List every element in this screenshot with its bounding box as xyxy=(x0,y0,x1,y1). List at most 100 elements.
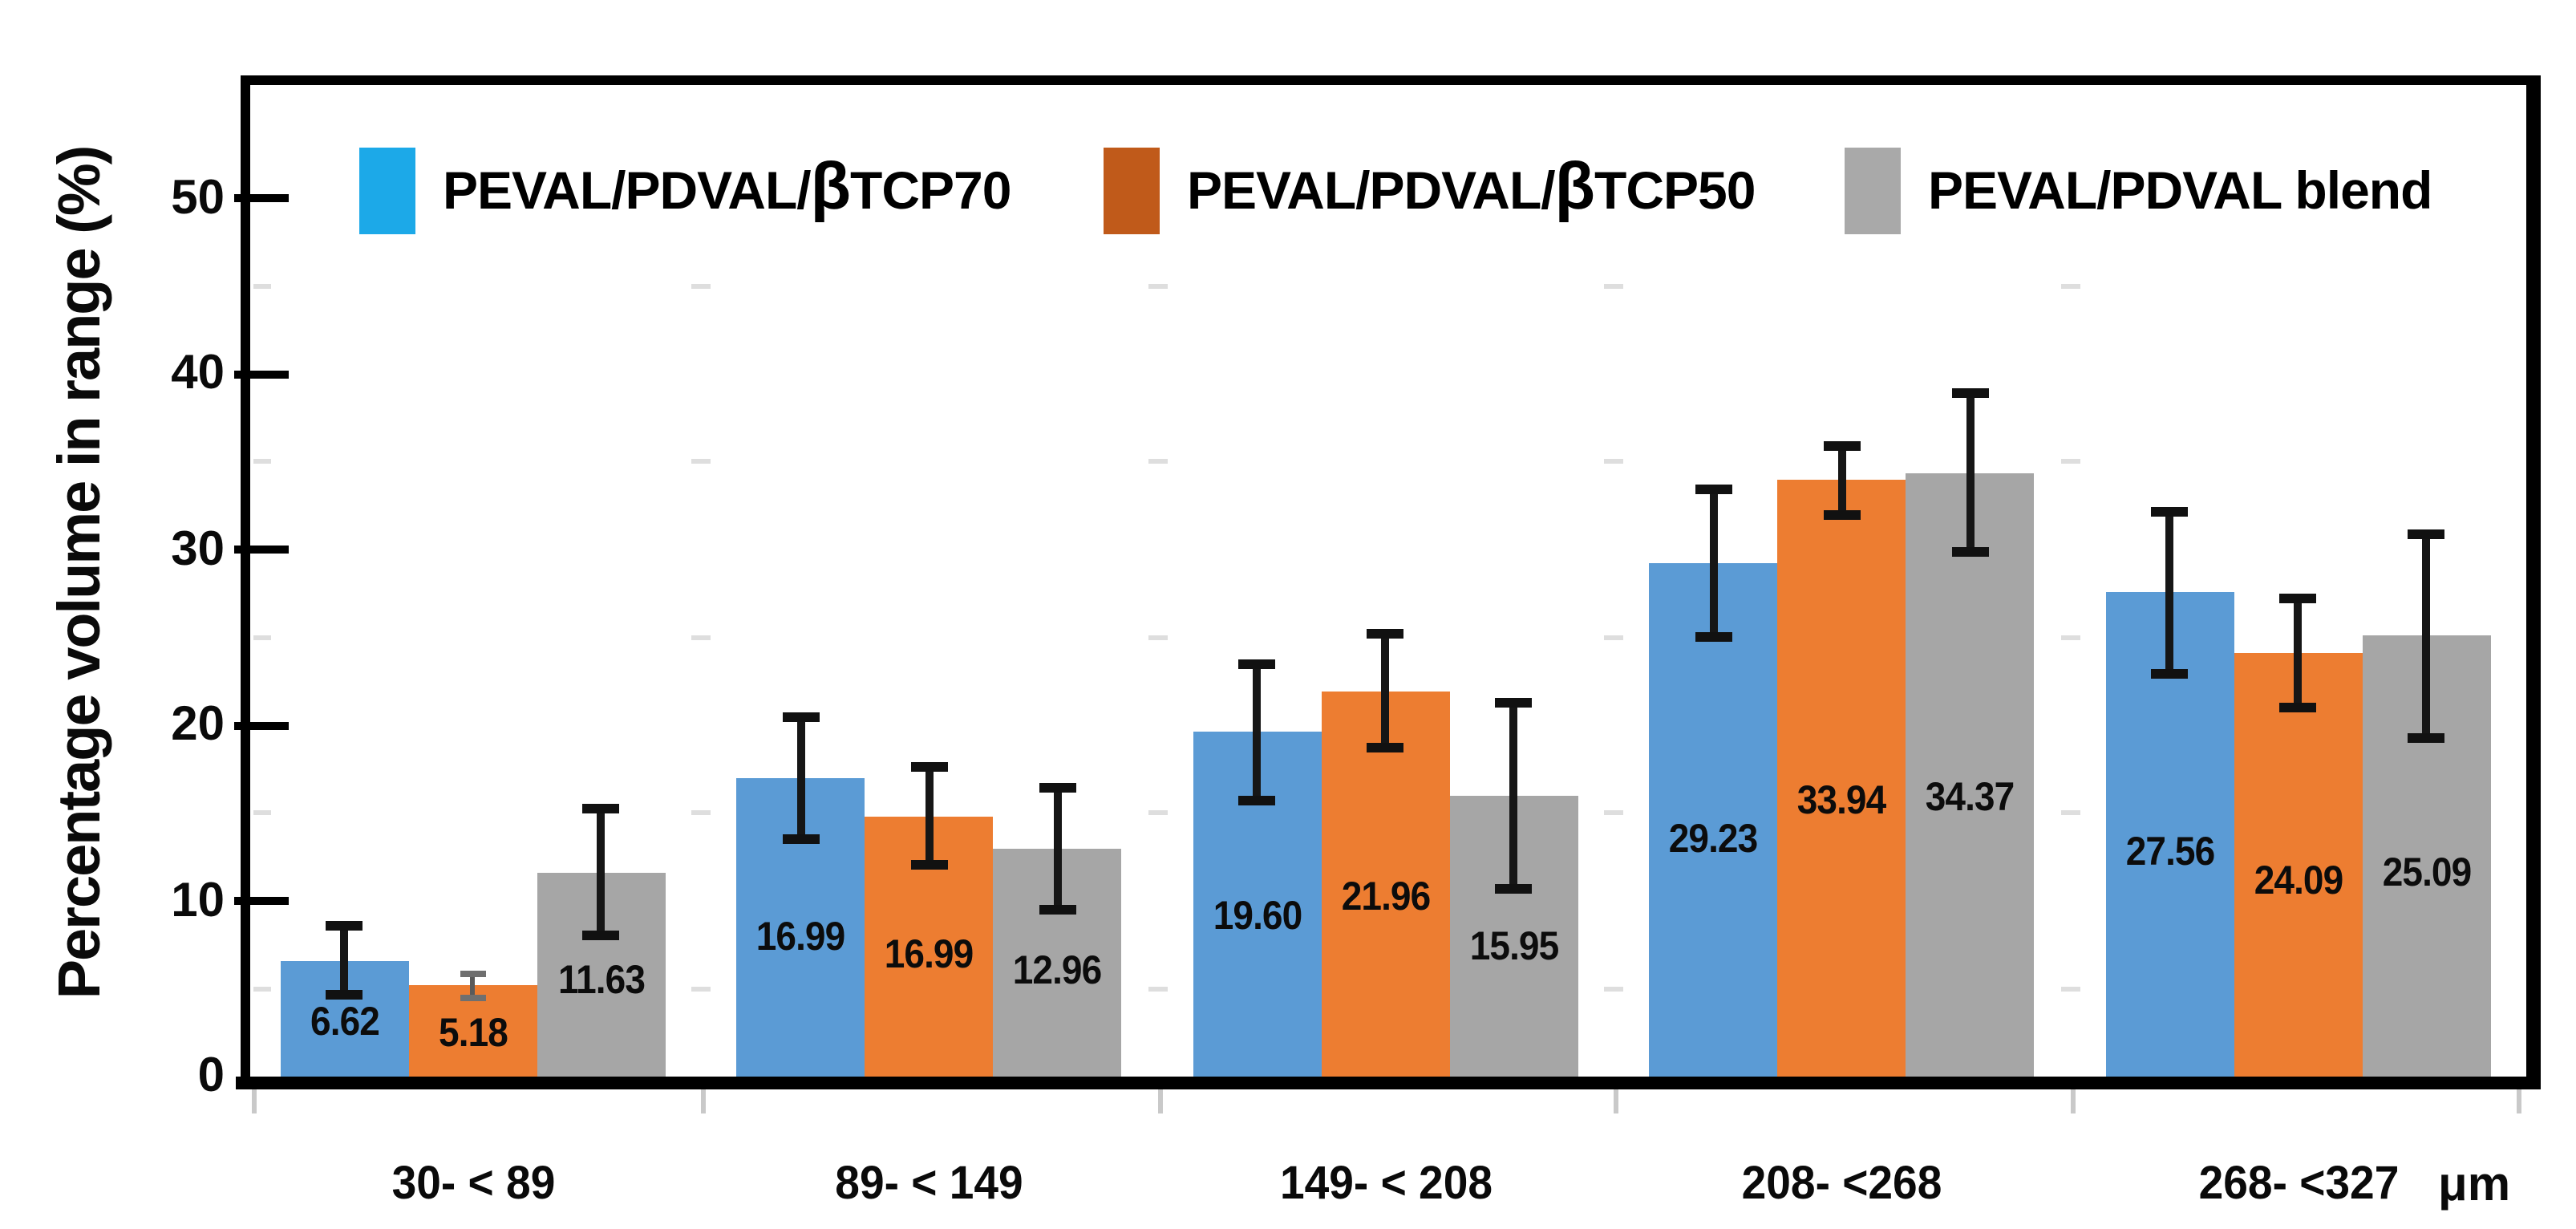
gridline-remnant-dash xyxy=(2060,635,2080,640)
bar-value-label: 16.99 xyxy=(756,915,845,960)
x-category-label: 89- < 149 xyxy=(835,1158,1023,1210)
error-bar-cap-top xyxy=(1039,782,1076,793)
error-bar-line xyxy=(1053,787,1062,911)
error-bar-cap-bottom xyxy=(1823,509,1861,520)
bar-value-label: 19.60 xyxy=(1213,894,1302,939)
gridline-remnant-dash xyxy=(1148,986,1167,992)
error-bar-cap-bottom xyxy=(782,834,820,845)
y-tick-label: 40 xyxy=(171,347,225,400)
error-bar-cap-bottom xyxy=(1495,884,1533,894)
y-major-tick xyxy=(234,370,289,378)
gridline-remnant-dash xyxy=(1148,459,1167,464)
bar xyxy=(1321,691,1450,1077)
category-boundary-tick xyxy=(252,1089,257,1113)
error-bar-cap-bottom xyxy=(326,990,363,1000)
bar-value-label: 12.96 xyxy=(1013,947,1102,993)
error-bar-line xyxy=(597,809,606,936)
gridline-remnant-dash xyxy=(691,986,711,992)
error-bar-line xyxy=(2422,533,2431,738)
y-major-tick xyxy=(234,897,289,905)
bar-value-label: 16.99 xyxy=(885,932,974,978)
y-tick-label: 10 xyxy=(171,874,225,927)
x-category-label: 208- <268 xyxy=(1741,1158,1942,1210)
gridline-remnant-dash xyxy=(1604,986,1623,992)
x-category-label: 30- < 89 xyxy=(391,1158,555,1210)
bar-value-label: 6.62 xyxy=(310,999,380,1044)
error-bar-cap-bottom xyxy=(2408,732,2445,743)
error-bar-line xyxy=(2165,511,2174,674)
error-bar-cap-top xyxy=(582,804,620,814)
error-bar-cap-bottom xyxy=(1367,742,1404,752)
bar-value-label: 24.09 xyxy=(2254,858,2343,903)
bar xyxy=(1777,480,1906,1077)
error-bar-cap-top xyxy=(460,970,486,977)
error-bar-cap-bottom xyxy=(582,931,620,941)
error-bar-cap-bottom xyxy=(2279,703,2317,713)
gridline-remnant-dash xyxy=(2060,283,2080,289)
gridline-remnant-dash xyxy=(1148,810,1167,816)
gridline-remnant-dash xyxy=(1148,635,1167,640)
legend-label: PEVAL/PDVAL blend xyxy=(1928,160,2432,220)
legend-swatch xyxy=(359,148,415,234)
error-bar-cap-bottom xyxy=(910,860,948,870)
y-major-tick xyxy=(234,546,289,554)
gridline-remnant-dash xyxy=(691,459,711,464)
bar xyxy=(1649,562,1778,1077)
error-bar-cap-top xyxy=(782,712,820,722)
error-bar-line xyxy=(1966,393,1975,552)
error-bar-cap-top xyxy=(910,761,948,772)
error-bar-cap-top xyxy=(1367,629,1404,639)
bar-value-label: 21.96 xyxy=(1341,874,1430,920)
error-bar-line xyxy=(1381,634,1390,748)
y-major-tick xyxy=(234,194,289,202)
error-bar-cap-top xyxy=(2279,594,2317,604)
error-bar-line xyxy=(1253,663,1262,801)
gridline-remnant-dash xyxy=(1604,459,1623,464)
y-minor-tick xyxy=(253,635,271,640)
y-minor-tick xyxy=(253,986,271,992)
error-bar-cap-top xyxy=(1951,388,1989,399)
error-bar-cap-bottom xyxy=(1238,796,1276,806)
bar-value-label: 15.95 xyxy=(1469,923,1558,969)
error-bar-line xyxy=(1837,446,1846,515)
bar-value-label: 34.37 xyxy=(1926,774,2015,820)
error-bar-line xyxy=(925,766,934,866)
error-bar-cap-bottom xyxy=(1039,905,1076,915)
x-axis-line xyxy=(236,1077,2541,1089)
y-minor-tick xyxy=(253,810,271,816)
legend-swatch xyxy=(1845,148,1901,234)
gridline-remnant-dash xyxy=(1604,810,1623,816)
bar-value-label: 11.63 xyxy=(557,958,646,1004)
y-minor-tick xyxy=(253,459,271,464)
legend-label: PEVAL/PDVAL/βTCP50 xyxy=(1187,149,1756,223)
y-tick-label: 50 xyxy=(171,171,225,224)
bar xyxy=(2234,653,2363,1077)
category-boundary-tick xyxy=(701,1089,706,1113)
gridline-remnant-dash xyxy=(2060,986,2080,992)
plot-border-top xyxy=(241,75,2541,85)
category-boundary-tick xyxy=(2517,1089,2521,1113)
bar-value-label: 5.18 xyxy=(438,1010,508,1056)
legend-swatch xyxy=(1104,148,1160,234)
error-bar-cap-top xyxy=(326,920,363,931)
bar-value-label: 33.94 xyxy=(1797,778,1886,824)
legend-item: PEVAL/PDVAL blend xyxy=(1845,148,2432,234)
gridline-remnant-dash xyxy=(2060,459,2080,464)
bar-value-label: 29.23 xyxy=(1669,816,1758,862)
plot-border-left xyxy=(241,75,250,1089)
error-bar-line xyxy=(1509,703,1518,890)
error-bar-cap-bottom xyxy=(1695,631,1732,642)
gridline-remnant-dash xyxy=(2060,810,2080,816)
x-axis-unit-label: μm xyxy=(2438,1158,2511,1211)
y-major-tick xyxy=(234,721,289,729)
y-tick-label: 30 xyxy=(171,522,225,575)
error-bar-line xyxy=(340,925,349,996)
y-minor-tick xyxy=(253,283,271,289)
error-bar-cap-top xyxy=(2151,506,2189,517)
bar-value-label: 27.56 xyxy=(2125,829,2214,875)
error-bar-cap-top xyxy=(1238,659,1276,669)
